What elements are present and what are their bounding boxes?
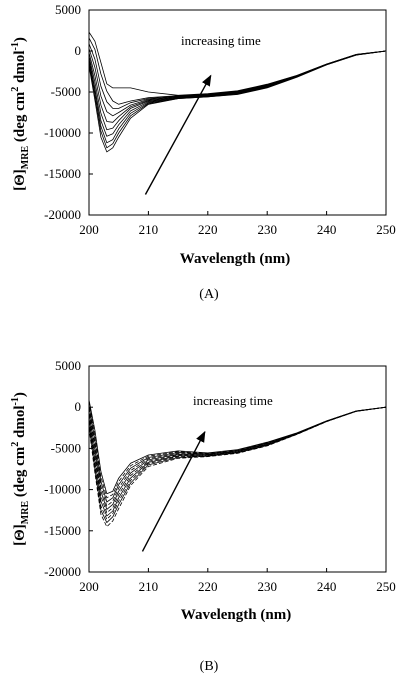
panel-a-plot-area: [88, 9, 387, 216]
panel-a-x-tick-label: 200: [79, 222, 99, 237]
panel-b-y-axis-title-sub: MRE: [20, 501, 31, 525]
panel-a-y-tick-label: 0: [75, 43, 82, 58]
panel-b-y-axis-title-sup2: -1: [10, 397, 21, 405]
panel-a-x-tick-label: 220: [198, 222, 218, 237]
panel-b-y-tick-label: -20000: [44, 564, 81, 579]
panel-b-x-tick-label: 200: [79, 579, 99, 594]
panel-b-ticks: 200 210 220 230 240 250 5000 0 -5000 -10000 -15000…: [44, 358, 396, 594]
panel-a-x-tick-label: 230: [257, 222, 277, 237]
panel-b-x-tick-label: 210: [139, 579, 159, 594]
panel-a-y-axis-title-sup2: -1: [10, 42, 21, 50]
panel-b-series-line: [88, 406, 387, 520]
panel-a-series-line: [88, 50, 387, 149]
panel-a-x-axis-title: Wavelength (nm): [180, 251, 290, 267]
panel-b-x-tick-label: 230: [257, 579, 277, 594]
panel-b-y-tick-label: -10000: [44, 482, 81, 497]
panel-b-x-tick-label: 220: [198, 579, 218, 594]
panel-b-x-tick-label: 240: [317, 579, 337, 594]
panel-b-series-line: [88, 399, 387, 495]
panel-b-y-axis-title-close: ): [12, 392, 28, 397]
panel-b-x-axis-title: Wavelength (nm): [181, 607, 291, 623]
panel-a-y-axis-title: [Θ]MRE (deg cm2 dmol-1): [10, 37, 31, 191]
panel-a-series-line: [88, 43, 387, 109]
panel-b-y-tick-label: 5000: [55, 358, 81, 373]
panel-b: 200 210 220 230 240 250 5000 0 -5000 -10000 -15000…: [10, 358, 396, 674]
panel-b-series-line: [88, 406, 387, 510]
panel-a-y-axis-title-units: (deg cm: [12, 91, 28, 146]
panel-b-frame: [88, 365, 387, 573]
panel-b-series-line: [88, 406, 387, 523]
panel-b-series-line: [88, 406, 387, 514]
panel-a-ticks: 200 210 220 230 240 250 5000 0 -5000 -10000 -15000…: [44, 2, 396, 237]
panel-b-series-line: [88, 406, 387, 507]
panel-a-x-tick-label: 210: [139, 222, 159, 237]
panel-a-y-axis-title-sup1: 2: [10, 87, 21, 92]
panel-b-y-tick-label: 0: [75, 399, 82, 414]
panel-a-label: (A): [199, 287, 219, 302]
panel-b-series-line: [88, 406, 387, 528]
panel-a-annotation-text: increasing time: [181, 33, 261, 48]
panel-b-series: [88, 399, 387, 528]
panel-a-series-line: [88, 50, 387, 144]
panel-b-label: (B): [200, 659, 219, 674]
panel-a: 200 210 220 230 240 250 5000 0 -5000 -10000 -15000…: [10, 2, 396, 302]
panel-a-y-axis-title-main: [Θ]: [12, 169, 28, 191]
panel-b-plot-area: [88, 365, 387, 573]
panel-a-x-tick-label: 250: [376, 222, 396, 237]
panel-a-y-axis-title-close: ): [12, 37, 28, 42]
panel-b-y-axis-title-units2: dmol: [12, 405, 28, 441]
panel-b-x-tick-label: 250: [376, 579, 396, 594]
panel-a-increasing-time-arrow: [144, 74, 212, 195]
panel-a-y-axis-title-sub: MRE: [20, 146, 31, 170]
panel-a-series-line: [88, 50, 387, 131]
panel-b-annotation: increasing time: [141, 393, 273, 552]
panel-a-frame: [88, 9, 387, 216]
panel-a-y-tick-label: 5000: [55, 2, 81, 17]
panel-a-y-tick-label: -15000: [44, 166, 81, 181]
panel-a-y-tick-label: -5000: [51, 84, 81, 99]
panel-b-annotation-text: increasing time: [193, 393, 273, 408]
panel-b-y-axis-title-sup1: 2: [10, 442, 21, 447]
panel-b-y-tick-label: -15000: [44, 523, 81, 538]
panel-b-y-axis-title: [Θ]MRE (deg cm2 dmol-1): [10, 392, 31, 546]
panel-b-y-axis-title-main: [Θ]: [12, 524, 28, 546]
panel-b-y-axis-title-units: (deg cm: [12, 446, 28, 501]
panel-a-y-tick-label: -10000: [44, 125, 81, 140]
panel-a-x-tick-label: 240: [317, 222, 337, 237]
panel-b-y-tick-label: -5000: [51, 440, 81, 455]
panel-a-annotation: increasing time: [144, 33, 261, 195]
panel-b-increasing-time-arrow: [141, 430, 206, 552]
panel-a-series-line: [88, 31, 387, 96]
panel-a-y-axis-title-units2: dmol: [12, 50, 28, 86]
panel-a-series: [88, 31, 387, 153]
panel-a-series-line: [88, 50, 387, 153]
panel-a-y-tick-label: -20000: [44, 207, 81, 222]
